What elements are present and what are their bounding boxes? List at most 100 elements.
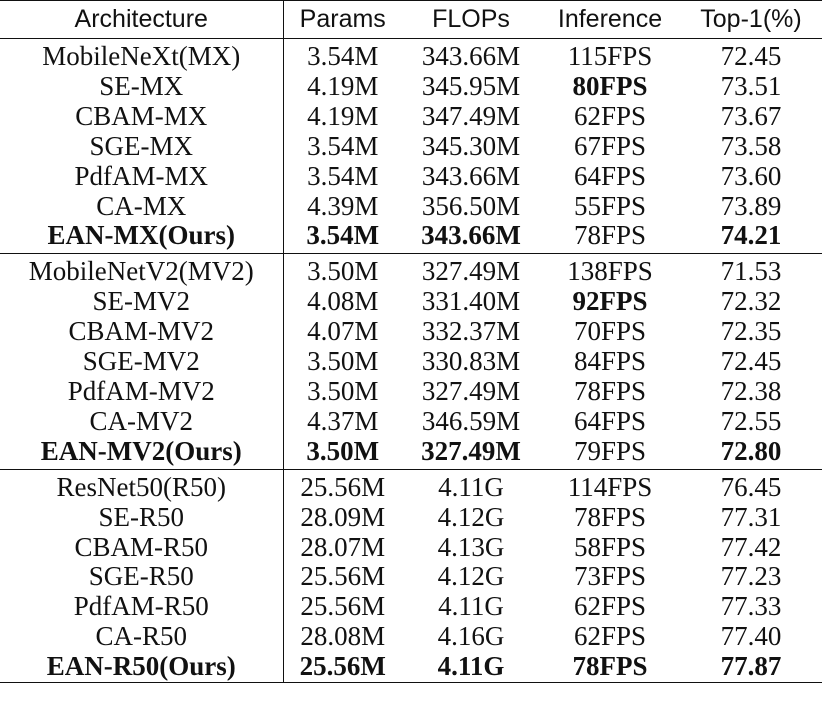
cell-arch: SGE-R50 [0,562,284,593]
cell-params: 28.08M [300,621,386,652]
cell-arch: MobileNeXt(MX) [0,38,284,72]
cell-inference: 64FPS [573,405,647,436]
cell-inference: 78FPS [573,501,647,532]
cell-top1: 74.21 [720,220,782,251]
table-row: EAN-MX(Ours) 3.54M 343.66M 78FPS 74.21 [0,220,822,254]
cell-arch: ResNet50(R50) [0,469,284,503]
cell-top1: 77.31 [720,501,782,532]
cell-top1: 73.67 [720,100,782,131]
cell-params: 3.50M [307,256,379,287]
table-row: PdfAM-R50 25.56M 4.11G 62FPS 77.33 [0,591,822,623]
table-row: EAN-R50(Ours) 25.56M 4.11G 78FPS 77.87 [0,651,822,683]
cell-inference: 78FPS [573,220,647,251]
cell-arch: CA-R50 [0,621,284,653]
cell-arch: PdfAM-MV2 [0,376,284,407]
cell-inference: 115FPS [567,41,653,71]
cell-top1: 72.32 [720,286,782,317]
cell-params: 4.39M [307,190,379,221]
cell-params: 4.37M [307,405,379,436]
cell-flops: 343.66M [421,160,521,191]
cell-flops: 327.49M [421,256,521,287]
cell-arch: CBAM-MV2 [0,316,284,348]
cell-inference: 70FPS [573,316,647,347]
table-row: MobileNetV2(MV2) 3.50M 327.49M 138FPS 71.53 [0,253,822,288]
cell-flops: 4.12G [437,501,505,532]
cell-params: 3.54M [307,160,379,191]
cell-params: 4.19M [307,100,379,131]
cell-flops: 343.66M [421,41,521,71]
cell-inference: 78FPS [572,651,648,682]
cell-params: 3.54M [307,41,379,71]
cell-params: 3.50M [306,435,380,466]
cell-params: 4.08M [307,286,379,317]
table-row: CA-R50 28.08M 4.16G 62FPS 77.40 [0,621,822,653]
cell-top1: 77.42 [720,531,782,562]
header-top1: Top-1(%) [700,5,802,33]
cell-top1: 77.87 [720,651,782,682]
cell-arch: SGE-MV2 [0,346,284,377]
cell-params: 4.07M [307,316,379,347]
table-row: MobileNeXt(MX) 3.54M 343.66M 115FPS 72.45 [0,38,822,72]
cell-inference: 79FPS [573,435,647,466]
table-row: SE-MV2 4.08M 331.40M 92FPS 72.32 [0,286,822,318]
cell-arch: SE-MX [0,71,284,102]
cell-inference: 73FPS [573,561,647,592]
header-flops: FLOPs [432,5,510,33]
cell-arch: EAN-MV2(Ours) [0,436,284,470]
cell-params: 4.19M [307,70,379,101]
table-row: CBAM-MX 4.19M 347.49M 62FPS 73.67 [0,100,822,132]
cell-top1: 72.80 [720,435,782,466]
cell-arch: CBAM-R50 [0,532,284,563]
table-row: SGE-R50 25.56M 4.12G 73FPS 77.23 [0,561,822,593]
cell-inference: 80FPS [572,70,648,101]
cell-inference: 64FPS [573,160,647,191]
cell-arch: SGE-MX [0,131,284,162]
cell-flops: 345.30M [421,130,521,161]
cell-params: 25.56M [300,561,386,592]
cell-flops: 4.11G [438,471,504,502]
cell-inference: 62FPS [573,100,647,131]
cell-inference: 62FPS [573,621,647,652]
cell-params: 3.54M [307,130,379,161]
cell-params: 28.09M [300,501,386,532]
comparison-table: Architecture Params FLOPs Inference Top-… [0,0,822,683]
cell-inference: 114FPS [567,471,653,502]
cell-inference: 55FPS [573,190,647,221]
cell-arch: PdfAM-R50 [0,591,284,623]
table-row: CA-MX 4.39M 356.50M 55FPS 73.89 [0,190,822,222]
cell-arch: CBAM-MX [0,101,284,132]
cell-arch: SE-MV2 [0,286,284,318]
cell-top1: 77.23 [720,561,782,592]
table-row: CA-MV2 4.37M 346.59M 64FPS 72.55 [0,405,822,437]
cell-arch: CA-MX [0,191,284,222]
cell-flops: 4.11G [438,591,504,622]
cell-arch: EAN-MX(Ours) [0,220,284,254]
cell-arch: CA-MV2 [0,406,284,437]
table-row: EAN-MV2(Ours) 3.50M 327.49M 79FPS 72.80 [0,435,822,470]
cell-arch: MobileNetV2(MV2) [0,253,284,288]
cell-top1: 73.58 [720,130,782,161]
cell-top1: 71.53 [720,256,782,287]
cell-flops: 332.37M [421,316,521,347]
header-row: Architecture Params FLOPs Inference Top-… [0,0,822,39]
cell-top1: 73.51 [720,70,782,101]
cell-flops: 4.12G [437,561,505,592]
cell-top1: 76.45 [720,471,782,502]
cell-params: 3.50M [307,346,379,377]
cell-inference: 67FPS [573,130,647,161]
header-params: Params [299,5,386,33]
cell-flops: 331.40M [421,286,521,317]
cell-top1: 72.35 [720,316,782,347]
cell-inference: 58FPS [573,531,647,562]
cell-flops: 356.50M [421,190,521,221]
table-row: PdfAM-MX 3.54M 343.66M 64FPS 73.60 [0,160,822,192]
header-architecture: Architecture [0,0,284,39]
cell-params: 25.56M [299,651,386,682]
cell-params: 3.54M [306,220,380,251]
table-row: SE-MX 4.19M 345.95M 80FPS 73.51 [0,70,822,102]
cell-arch: PdfAM-MX [0,161,284,192]
table-body: MobileNeXt(MX) 3.54M 343.66M 115FPS 72.45 SE-… [0,38,822,683]
cell-flops: 346.59M [421,405,521,436]
table-row: ResNet50(R50) 25.56M 4.11G 114FPS 76.45 [0,469,822,503]
table-row: SE-R50 28.09M 4.12G 78FPS 77.31 [0,501,822,533]
